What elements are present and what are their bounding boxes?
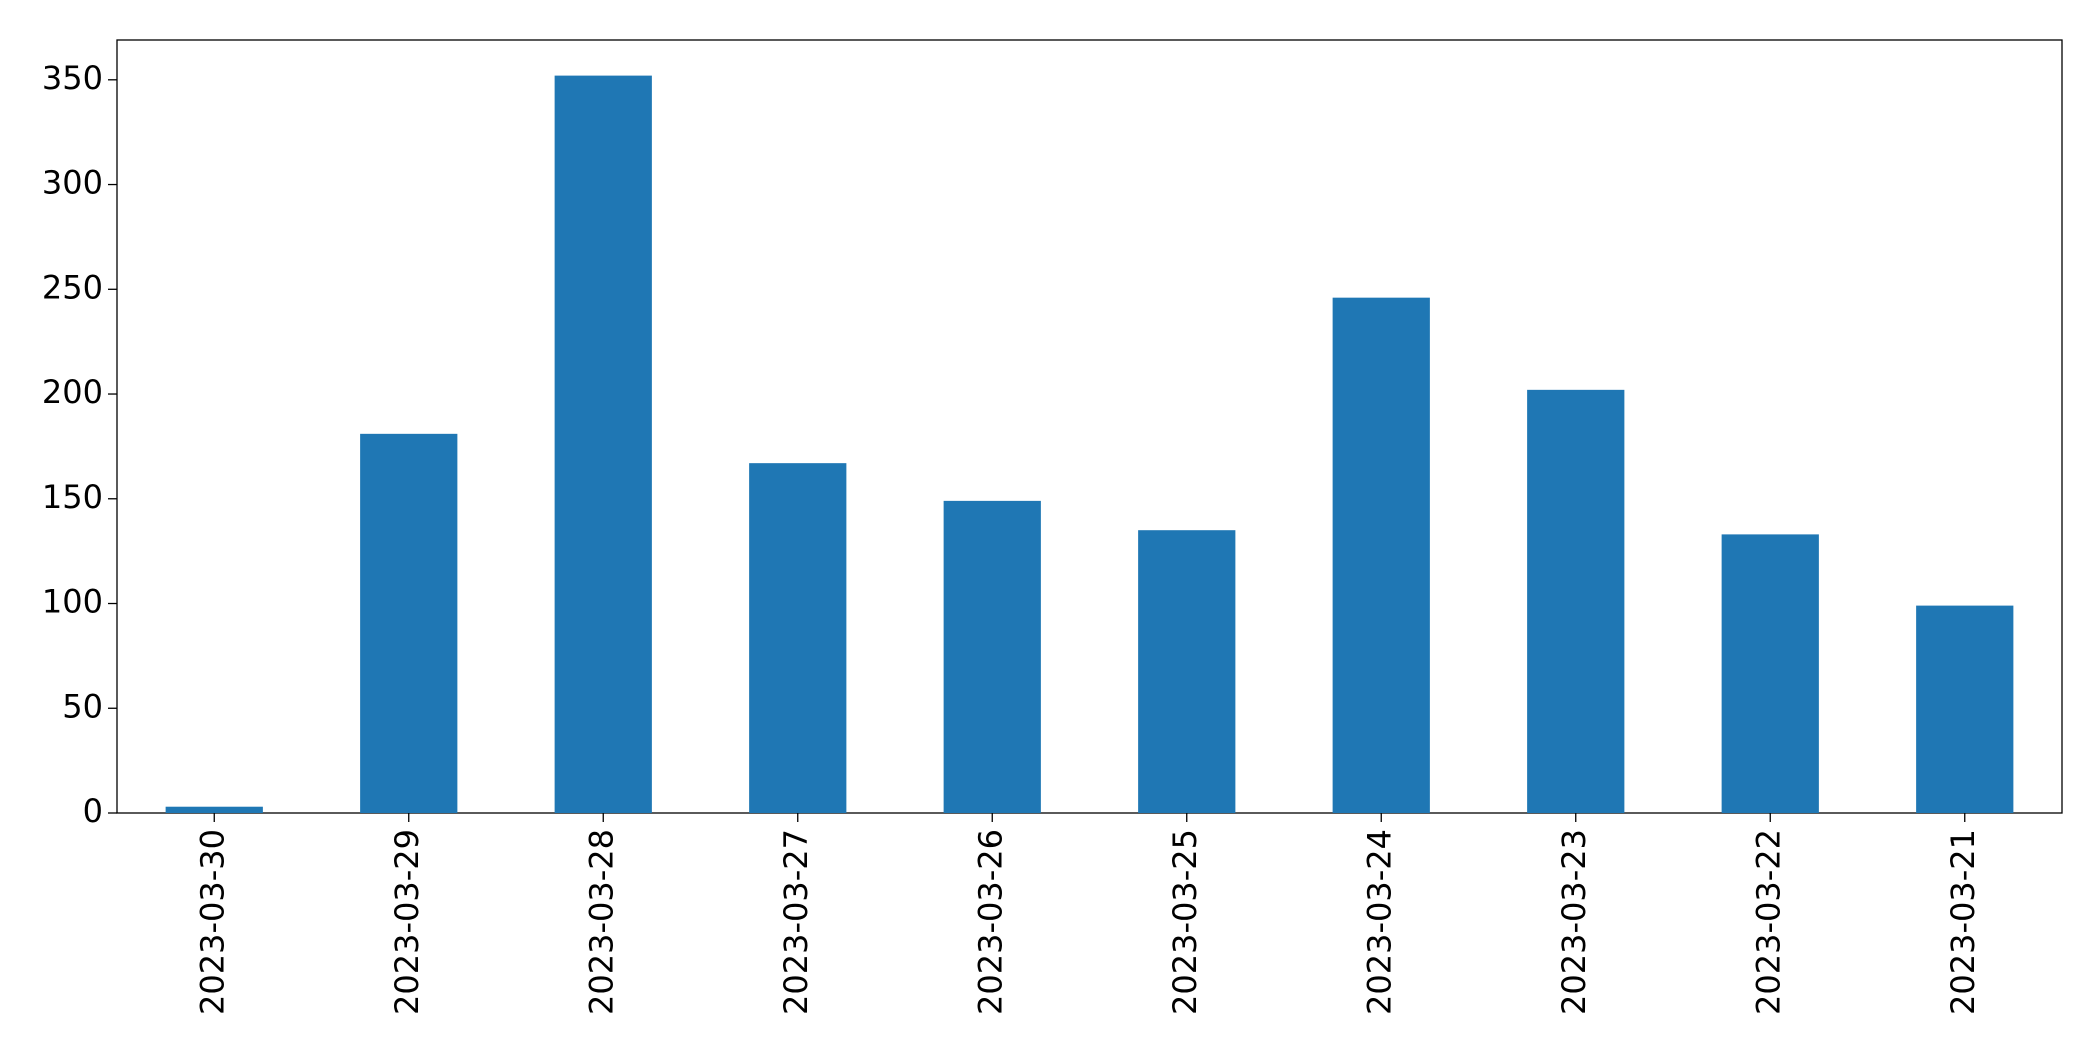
bar: [1916, 605, 2014, 813]
bar: [165, 806, 263, 813]
x-tick-label: 2023-03-24: [1360, 829, 1398, 1015]
bar: [943, 500, 1041, 813]
x-tick-label: 2023-03-25: [1166, 829, 1204, 1015]
y-tick-label: 150: [42, 478, 103, 516]
x-tick-label: 2023-03-30: [193, 829, 231, 1015]
y-tick-label: 350: [42, 59, 103, 97]
bar: [554, 75, 652, 813]
bar: [1721, 534, 1819, 813]
x-tick-label: 2023-03-23: [1555, 829, 1593, 1015]
plot-frame: [116, 39, 2063, 814]
x-tick-label: 2023-03-28: [582, 829, 620, 1015]
bar: [1138, 530, 1236, 813]
y-tick-label: 250: [42, 268, 103, 306]
bar: [749, 463, 847, 813]
bar: [1527, 389, 1625, 813]
y-tick-label: 200: [42, 373, 103, 411]
y-tick-label: 300: [42, 164, 103, 202]
bar: [360, 433, 458, 813]
x-tick-label: 2023-03-27: [777, 829, 815, 1015]
x-tick-label: 2023-03-21: [1944, 829, 1982, 1015]
x-tick-label: 2023-03-22: [1749, 829, 1787, 1015]
x-tick-label: 2023-03-29: [388, 829, 426, 1015]
bar: [1332, 297, 1430, 814]
y-tick-label: 0: [83, 792, 103, 830]
y-tick-label: 50: [62, 687, 103, 725]
x-tick-label: 2023-03-26: [971, 829, 1009, 1015]
y-tick-label: 100: [42, 583, 103, 621]
